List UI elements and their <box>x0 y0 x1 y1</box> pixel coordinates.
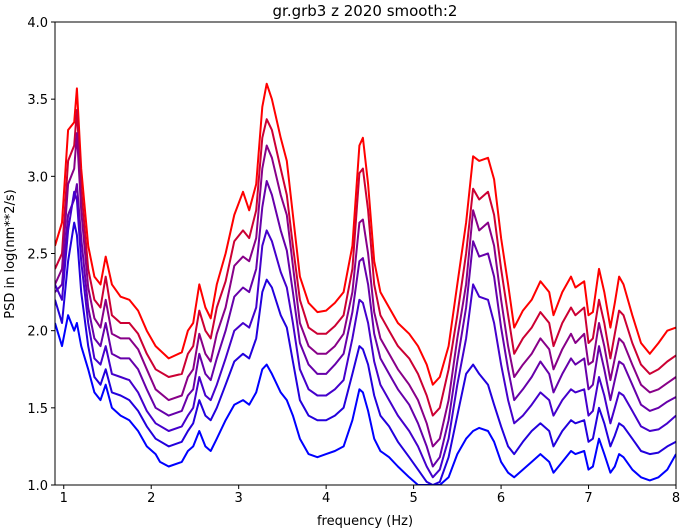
x-tick-label: 2 <box>147 491 155 506</box>
x-tick-label: 4 <box>322 491 330 506</box>
plot-frame <box>54 21 677 486</box>
y-tick-label: 2.5 <box>27 248 48 263</box>
series-line-4 <box>55 180 676 468</box>
y-tick-label: 2.0 <box>27 325 48 340</box>
y-tick-label: 3.0 <box>27 170 48 185</box>
y-tick-label: 4.0 <box>27 16 48 31</box>
x-tick-label: 8 <box>672 491 680 506</box>
series-group <box>55 82 676 485</box>
x-tick-label: 3 <box>235 491 243 506</box>
series-line-5 <box>55 190 676 479</box>
axes-layer: 1 2 3 4 5 6 7 8 1.0 1.5 2.0 2.5 3.0 3.5 4.0 <box>27 16 680 506</box>
y-axis-label: PSD in log(nm**2/s) <box>3 189 18 319</box>
series-layer <box>55 82 676 485</box>
series-line-3 <box>55 132 676 448</box>
x-tick-label: 1 <box>60 491 68 506</box>
series-line-6 <box>55 221 676 485</box>
x-axis-label: frequency (Hz) <box>317 514 413 529</box>
series-line-1 <box>55 82 676 386</box>
y-tick-label: 1.0 <box>27 479 48 494</box>
series-line-7 <box>55 314 676 485</box>
x-tick-label: 7 <box>584 491 592 506</box>
y-tick-label: 1.5 <box>27 402 48 417</box>
x-tick-label: 6 <box>497 491 505 506</box>
series-line-2 <box>55 109 676 417</box>
y-tick-label: 3.5 <box>27 93 48 108</box>
x-tick-label: 5 <box>409 491 417 506</box>
chart-title: gr.grb3 z 2020 smooth:2 <box>273 2 458 20</box>
